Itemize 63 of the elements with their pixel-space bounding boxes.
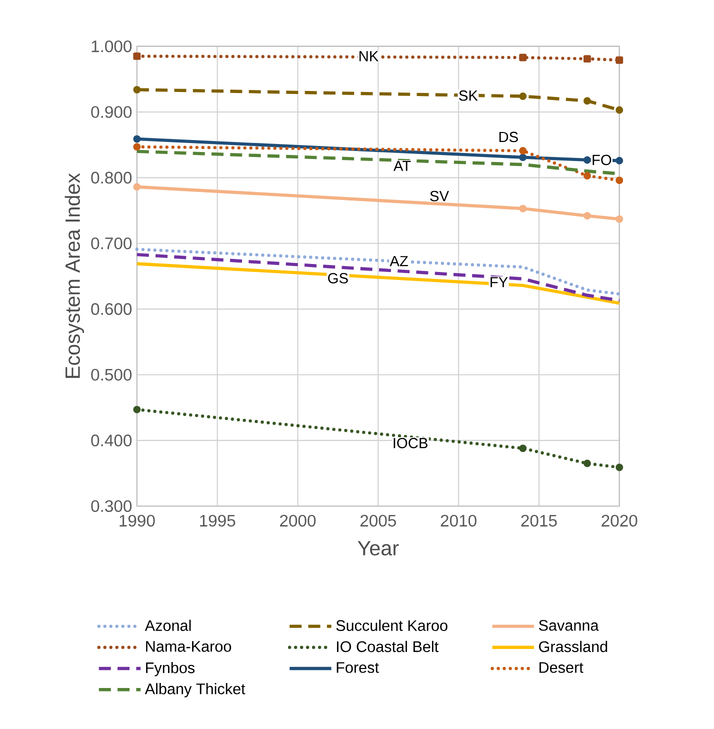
- point: [615, 56, 623, 64]
- x-tick-label: 2010: [440, 514, 476, 527]
- legend-label: Azonal: [144, 620, 191, 631]
- point: [583, 156, 591, 164]
- point: [615, 106, 623, 114]
- annotation: SK: [458, 90, 478, 101]
- y-tick-label: 0.400: [91, 434, 132, 446]
- annotation: FY: [490, 277, 508, 288]
- y-tick-label: 0.500: [91, 368, 132, 381]
- point: [519, 54, 526, 62]
- annotation: IOCB: [394, 438, 428, 448]
- point: [519, 154, 526, 162]
- legend-label: Albany Thicket: [144, 683, 246, 698]
- point: [133, 52, 141, 60]
- point: [519, 147, 526, 154]
- y-tick-label: 0.600: [91, 303, 132, 315]
- x-tick-label: 2020: [602, 514, 638, 527]
- y-tick-label: 0.800: [91, 172, 132, 184]
- point: [519, 204, 526, 212]
- line-series: [135, 252, 621, 302]
- point: [133, 135, 141, 143]
- legend-label: Succulent Karoo: [336, 620, 448, 631]
- legend-label: Nama-Karoo: [146, 641, 231, 652]
- annotation: AZ: [390, 256, 408, 266]
- point: [583, 55, 591, 63]
- x-tick-label: 2005: [360, 514, 396, 527]
- point: [583, 212, 591, 220]
- x-tick-label: 1995: [200, 514, 236, 527]
- annotation: SV: [430, 190, 449, 202]
- point: [133, 183, 141, 191]
- annotation: AT: [393, 160, 411, 171]
- point: [519, 92, 526, 100]
- point: [615, 156, 623, 164]
- y-tick-label: 0.900: [91, 106, 132, 118]
- point: [615, 176, 623, 184]
- annotation: FO: [592, 154, 612, 166]
- point: [583, 460, 591, 468]
- x-tick-label: 2015: [521, 514, 557, 527]
- legend-label: Forest: [336, 662, 379, 673]
- legend-label: Fynbos: [146, 662, 194, 676]
- legend-label: Desert: [539, 662, 584, 673]
- x-axis-title: Year: [358, 541, 399, 556]
- annotation: NK: [359, 51, 378, 62]
- y-tick-label: 0.300: [91, 500, 132, 512]
- y-axis-title: Ecosystem Area Index: [64, 173, 84, 378]
- point: [133, 143, 141, 151]
- y-tick-label: 0.700: [91, 237, 132, 250]
- point: [615, 464, 623, 472]
- legend-label: Savanna: [538, 620, 599, 631]
- annotation: DS: [499, 132, 518, 142]
- x-tick-label: 2000: [280, 514, 316, 527]
- y-tick-label: 1.000: [92, 40, 132, 52]
- legend-label: Grassland: [538, 640, 607, 652]
- annotation: GS: [328, 273, 348, 284]
- point: [583, 97, 591, 105]
- point: [519, 444, 526, 452]
- point: [583, 172, 591, 180]
- point: [615, 215, 623, 223]
- x-tick-label: 1990: [120, 514, 155, 527]
- point: [133, 86, 141, 94]
- point: [133, 406, 141, 414]
- line-series: [135, 248, 621, 296]
- legend-label: IO Coastal Belt: [336, 640, 438, 652]
